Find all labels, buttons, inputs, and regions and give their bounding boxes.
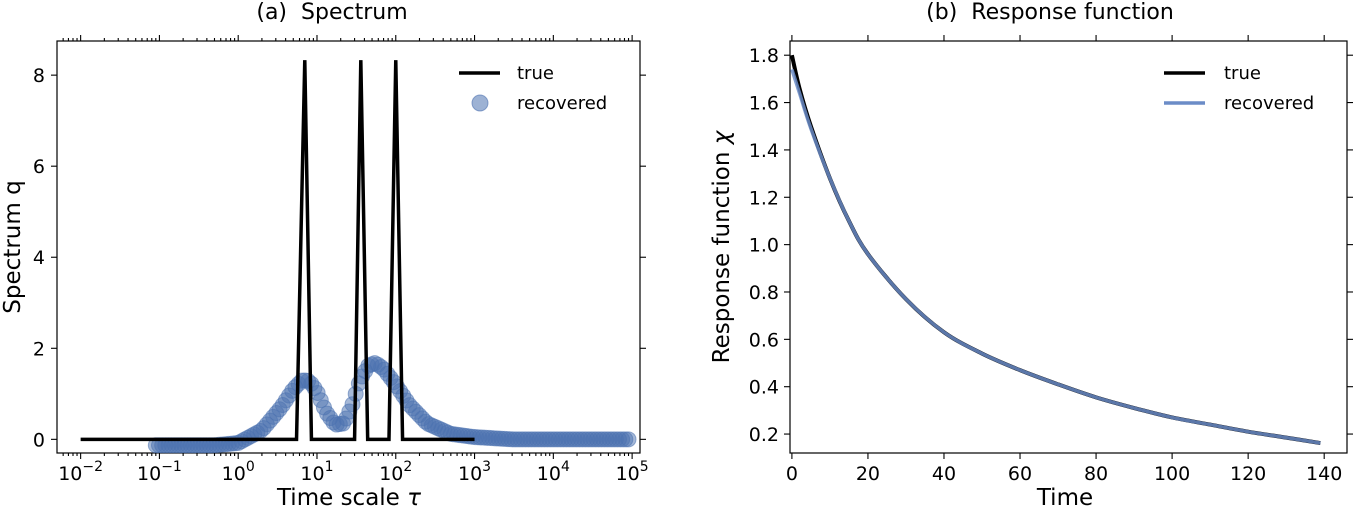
response-ticks: 0 20 40 60 80 100 120 140 0.2 0.4 0.6 0.8 1.0 1.2 1.4 1… <box>749 35 1353 485</box>
response-plot-frame <box>789 40 1348 454</box>
spectrum-y-tick-label: 2 <box>33 338 45 360</box>
response-y-tick-label: 1.0 <box>749 235 779 257</box>
response-x-tick-label: 80 <box>1084 463 1108 485</box>
spectrum-true-line <box>80 60 475 442</box>
response-y-tick-label: 0.6 <box>749 329 779 351</box>
response-y-tick-label: 1.2 <box>749 187 779 209</box>
spectrum-legend: true recovered <box>459 63 607 114</box>
response-legend: true recovered <box>1164 63 1314 114</box>
spectrum-x-tick-label: 105 <box>616 459 649 485</box>
spectrum-x-tick-label: 103 <box>458 459 491 485</box>
response-x-tick-label: 100 <box>1154 463 1190 485</box>
response-x-tick-label: 0 <box>786 463 798 485</box>
response-y-tick-label: 1.4 <box>749 140 779 162</box>
response-legend-recovered-label: recovered <box>1224 93 1314 114</box>
response-recovered-line <box>790 68 1321 445</box>
spectrum-y-tick-label: 6 <box>33 156 45 178</box>
response-y-tick-label: 1.8 <box>749 45 779 67</box>
spectrum-x-tick-label: 104 <box>537 459 570 485</box>
spectrum-plot-frame <box>56 40 641 454</box>
spectrum-x-tick-label: 100 <box>222 459 255 485</box>
response-panel: (b) Response function 0 20 40 60 80 100 120 1400… <box>709 0 1353 511</box>
response-x-tick-label: 140 <box>1306 463 1342 485</box>
spectrum-legend-true-label: true <box>517 63 554 84</box>
response-x-tick-label: 60 <box>1008 463 1032 485</box>
spectrum-ticks: 10−2 10−1 100 101 102 103 104 105 0 2 4 6 8 <box>33 35 649 485</box>
spectrum-legend-recovered-swatch <box>471 94 489 112</box>
response-y-tick-label: 0.2 <box>749 424 779 446</box>
response-x-tick-label: 40 <box>932 463 956 485</box>
spectrum-x-tick-label: 10−2 <box>58 459 103 485</box>
response-y-axis-title: Response function χ <box>709 129 735 363</box>
spectrum-title: (a) Spectrum <box>256 0 407 25</box>
spectrum-y-axis-title: Spectrum q <box>0 180 26 313</box>
response-x-tick-label: 120 <box>1230 463 1266 485</box>
response-title: (b) Response function <box>926 0 1174 25</box>
response-y-tick-label: 1.6 <box>749 93 779 115</box>
spectrum-series-group <box>80 60 637 454</box>
spectrum-y-tick-label: 8 <box>33 65 45 87</box>
response-x-axis-title: Time <box>1036 485 1093 511</box>
response-x-tick-label: 20 <box>856 463 880 485</box>
spectrum-x-axis-title: Time scale τ <box>276 485 421 511</box>
spectrum-legend-recovered-label: recovered <box>517 93 607 114</box>
spectrum-y-tick-label: 4 <box>33 247 45 269</box>
spectrum-recovered-point <box>620 431 637 448</box>
spectrum-y-tick-label: 0 <box>33 429 45 451</box>
response-series-group <box>789 54 1321 446</box>
response-legend-true-label: true <box>1224 63 1261 84</box>
spectrum-x-tick-label: 101 <box>300 459 333 485</box>
response-y-tick-label: 0.8 <box>749 282 779 304</box>
spectrum-x-tick-label: 102 <box>379 459 412 485</box>
response-y-tick-label: 0.4 <box>749 377 779 399</box>
spectrum-x-tick-label: 10−1 <box>137 459 182 485</box>
spectrum-panel: (a) Spectrum 10−2 10−1 100 101 102 103 104 105 0 2… <box>0 0 649 511</box>
